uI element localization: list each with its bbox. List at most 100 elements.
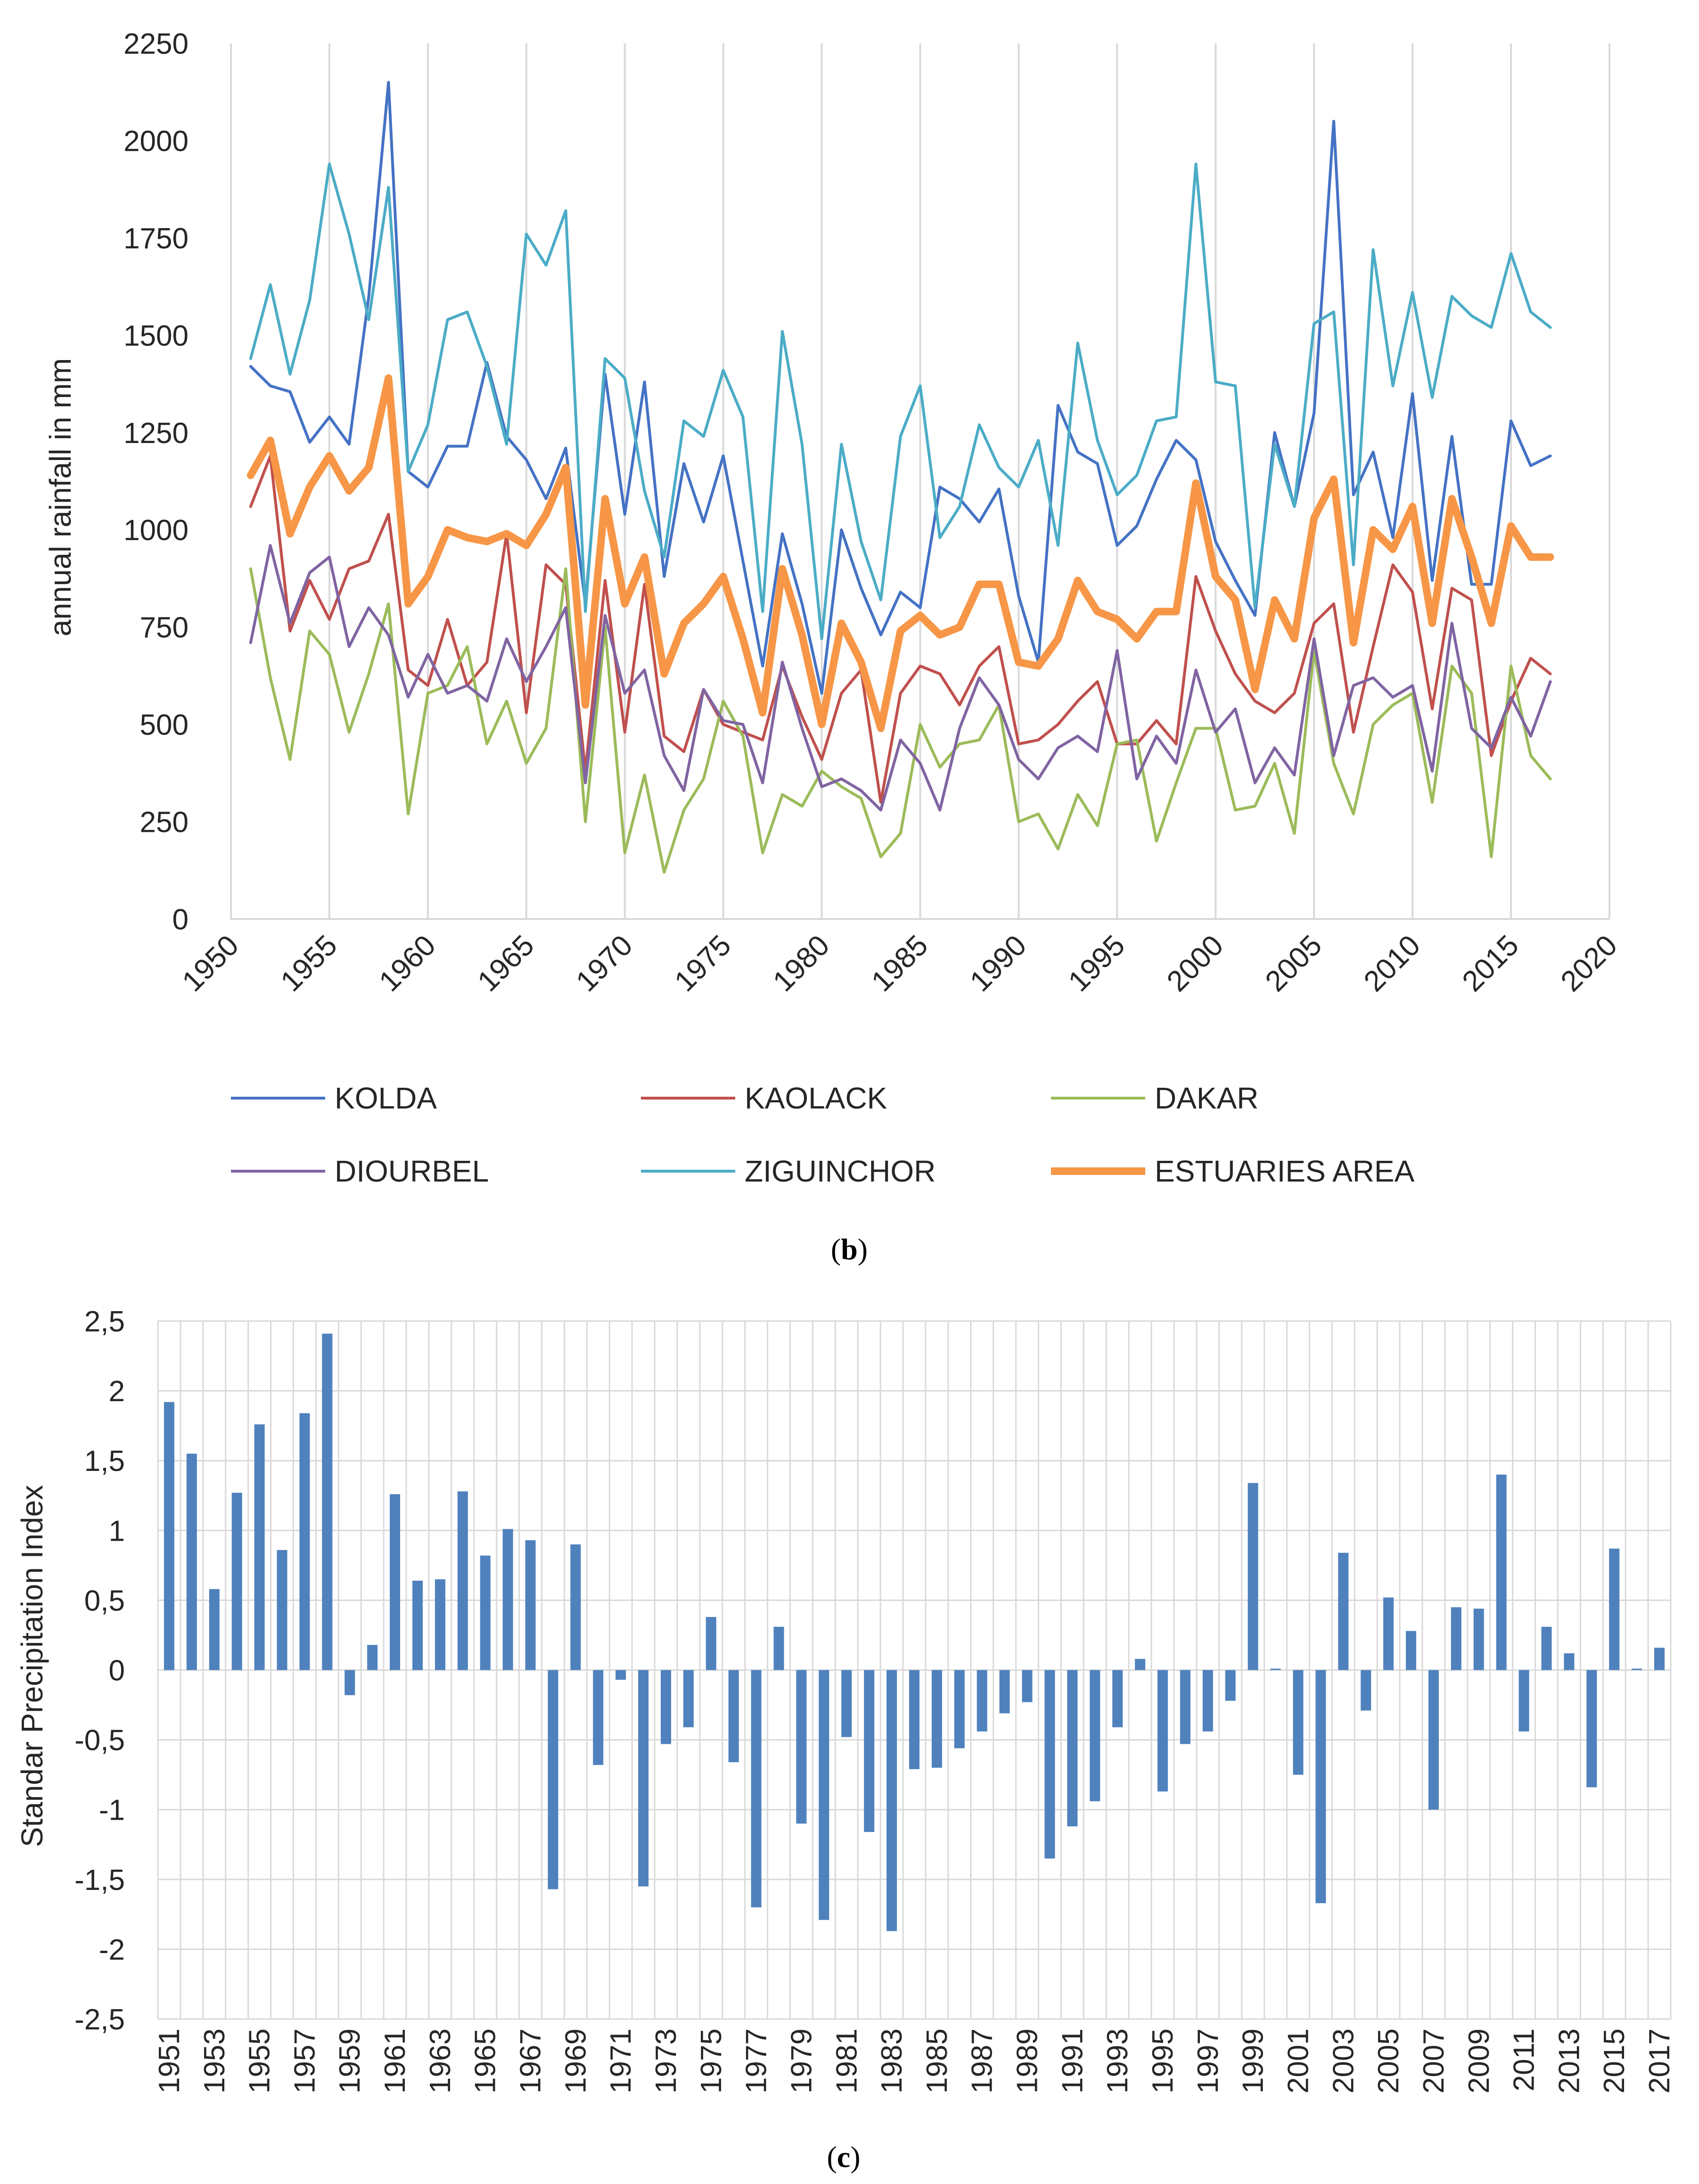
spi-bar-1995 — [1157, 1670, 1168, 1792]
spi-x-tick-label: 2005 — [1372, 2028, 1405, 2094]
spi-bar-2001 — [1293, 1670, 1304, 1775]
spi-bar-2011 — [1518, 1670, 1529, 1732]
spi-chart-y-tick-labels: -2,5 -2 -1,5 -1 -0,5 0 0,5 1 1,5 2 2,5 — [74, 1305, 125, 2036]
spi-bar-1999 — [1248, 1483, 1258, 1670]
rainfall-y-tick-label: 1000 — [123, 514, 189, 547]
spi-bar-1952 — [186, 1453, 197, 1670]
spi-x-tick-label: 1957 — [288, 2028, 321, 2094]
rainfall-chart-caption: (b) — [831, 1232, 868, 1266]
spi-x-tick-label: 2017 — [1643, 2028, 1676, 2094]
spi-x-tick-label: 1951 — [153, 2028, 186, 2094]
spi-bar-1964 — [457, 1491, 468, 1670]
spi-x-tick-label: 1967 — [515, 2028, 547, 2094]
spi-bar-1969 — [570, 1544, 581, 1670]
spi-chart-bars — [164, 1333, 1665, 1931]
rainfall-y-tick-label: 0 — [172, 903, 189, 936]
rainfall-chart-legend: KOLDA KAOLACK DAKAR DIOURBEL ZIGUINCHOR ESTUA… — [231, 1081, 1415, 1188]
spi-bar-1970 — [593, 1670, 604, 1765]
spi-bar-1956 — [277, 1550, 287, 1670]
spi-bar-2016 — [1632, 1668, 1642, 1670]
spi-x-tick-label: 1997 — [1192, 2028, 1224, 2094]
rainfall-y-tick-label: 500 — [140, 709, 189, 741]
spi-bar-1974 — [683, 1670, 694, 1727]
spi-x-tick-label: 1969 — [559, 2028, 592, 2094]
spi-x-tick-label: 2013 — [1553, 2028, 1585, 2094]
rainfall-chart-y-axis-title: annual rainfall in mm — [43, 358, 77, 637]
spi-bar-1987 — [977, 1670, 987, 1732]
legend-label-dakar: DAKAR — [1155, 1081, 1259, 1115]
rainfall-y-tick-label: 2000 — [123, 125, 189, 157]
spi-bar-2006 — [1406, 1631, 1416, 1670]
spi-bar-2014 — [1586, 1670, 1597, 1788]
spi-x-tick-label: 2007 — [1418, 2028, 1450, 2094]
legend-label-kaolack: KAOLACK — [745, 1081, 887, 1115]
spi-bar-1984 — [909, 1670, 919, 1769]
spi-x-tick-label: 1999 — [1237, 2028, 1270, 2094]
spi-bar-1968 — [548, 1670, 558, 1889]
rainfall-y-tick-label: 250 — [140, 806, 189, 839]
spi-bar-1978 — [773, 1626, 784, 1670]
spi-bar-2000 — [1270, 1668, 1281, 1670]
spi-bar-1983 — [886, 1670, 897, 1931]
spi-x-tick-label: 2009 — [1463, 2028, 1495, 2094]
spi-bar-1973 — [661, 1670, 671, 1744]
spi-x-tick-label: 1955 — [244, 2028, 276, 2094]
spi-chart-caption: (c) — [827, 2140, 860, 2174]
spi-x-tick-label: 1963 — [424, 2028, 457, 2094]
spi-y-tick-label: 1,5 — [84, 1445, 125, 1478]
spi-bar-2007 — [1428, 1670, 1439, 1810]
spi-bar-2002 — [1315, 1670, 1326, 1904]
spi-y-tick-label: -0,5 — [74, 1724, 125, 1757]
spi-bar-1976 — [728, 1670, 739, 1762]
spi-bar-1953 — [209, 1589, 220, 1670]
spi-y-tick-label: 2 — [109, 1375, 125, 1408]
spi-bar-2015 — [1609, 1548, 1620, 1670]
spi-bar-1972 — [638, 1670, 649, 1887]
spi-x-tick-label: 1981 — [830, 2028, 863, 2094]
spi-x-tick-label: 1995 — [1147, 2028, 1179, 2094]
spi-x-tick-label: 1961 — [379, 2028, 411, 2094]
spi-x-tick-label: 1979 — [785, 2028, 818, 2094]
legend-label-ziguinchor: ZIGUINCHOR — [745, 1154, 936, 1188]
spi-bar-1971 — [616, 1670, 626, 1680]
spi-bar-2005 — [1383, 1597, 1394, 1670]
spi-bar-2017 — [1654, 1648, 1665, 1670]
spi-y-tick-label: -1 — [99, 1794, 125, 1827]
spi-bar-1991 — [1067, 1670, 1078, 1827]
spi-bar-2010 — [1496, 1474, 1507, 1670]
legend-label-kolda: KOLDA — [335, 1081, 437, 1115]
spi-bar-1951 — [164, 1402, 174, 1670]
spi-bar-1980 — [819, 1670, 829, 1920]
spi-chart-x-tick-labels: 1951 1953 1955 1957 1959 1961 1963 1965 1967 1969… — [153, 2028, 1676, 2094]
rainfall-y-tick-label: 1500 — [123, 320, 189, 352]
spi-x-tick-label: 1975 — [695, 2028, 728, 2094]
spi-x-tick-label: 1983 — [876, 2028, 908, 2094]
spi-bar-1960 — [367, 1645, 378, 1670]
spi-bar-1979 — [796, 1670, 807, 1824]
spi-bar-1992 — [1090, 1670, 1100, 1801]
spi-bar-1967 — [525, 1540, 536, 1670]
spi-bar-1962 — [412, 1580, 423, 1670]
rainfall-y-tick-label: 750 — [140, 612, 189, 644]
spi-bar-1981 — [841, 1670, 852, 1737]
spi-bar-1994 — [1135, 1659, 1146, 1670]
series-line-kolda — [249, 81, 1552, 695]
spi-bar-1989 — [1022, 1670, 1033, 1702]
spi-bar-1998 — [1225, 1670, 1236, 1701]
spi-bar-2008 — [1451, 1607, 1461, 1670]
spi-bar-1986 — [954, 1670, 965, 1749]
spi-bar-1985 — [931, 1670, 942, 1768]
spi-bar-1996 — [1180, 1670, 1190, 1744]
spi-x-tick-label: 2015 — [1598, 2028, 1631, 2094]
spi-bar-1958 — [322, 1333, 333, 1670]
spi-y-tick-label: 2,5 — [84, 1305, 125, 1338]
rainfall-chart-series — [246, 81, 1554, 874]
spi-x-tick-label: 1991 — [1056, 2028, 1089, 2094]
spi-x-tick-label: 1953 — [198, 2028, 231, 2094]
spi-x-tick-label: 1965 — [469, 2028, 502, 2094]
rainfall-chart-y-tick-labels: 0 250 500 750 1000 1250 1500 1750 2000 2250 — [123, 28, 189, 936]
spi-bar-1997 — [1202, 1670, 1213, 1732]
spi-x-tick-label: 1987 — [966, 2028, 999, 2094]
